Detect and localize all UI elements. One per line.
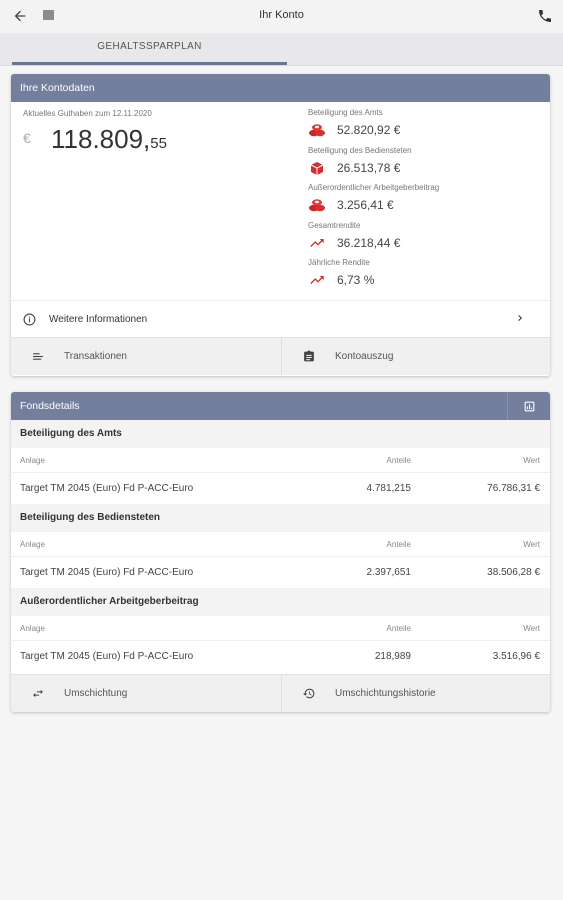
switch-history-button[interactable]: Umschichtungshistorie xyxy=(281,675,550,712)
stat-label: Beteiligung des Bediensteten xyxy=(308,145,412,155)
list-icon xyxy=(33,353,43,360)
tab-bar: GEHALTSSPARPLAN xyxy=(0,33,563,66)
chart-button[interactable] xyxy=(507,392,550,420)
stat-label: Gesamtrendite xyxy=(308,220,361,230)
stat-value: 52.820,92 € xyxy=(337,123,401,137)
statement-label: Kontoauszug xyxy=(335,351,394,362)
menu-icon[interactable] xyxy=(43,10,54,20)
switch-history-label: Umschichtungshistorie xyxy=(335,688,436,699)
section-title: Außerordentlicher Arbeitgeberbeitrag xyxy=(11,588,550,616)
coin-icon xyxy=(310,161,324,175)
stat-value: 6,73 % xyxy=(337,273,375,287)
col-anteile: Anteile xyxy=(386,624,411,633)
cell-anlage: Target TM 2045 (Euro) Fd P-ACC-Euro xyxy=(20,651,194,662)
trending-up-icon xyxy=(310,276,324,284)
coins-icon xyxy=(309,199,325,212)
col-anlage: Anlage xyxy=(20,540,45,549)
balance-decimal: 55 xyxy=(150,135,167,152)
cell-anlage: Target TM 2045 (Euro) Fd P-ACC-Euro xyxy=(20,483,194,494)
col-anlage: Anlage xyxy=(20,624,45,633)
cell-wert: 76.786,31 € xyxy=(487,483,540,494)
table-row: Target TM 2045 (Euro) Fd P-ACC-Euro 2.39… xyxy=(11,557,550,588)
col-wert: Wert xyxy=(523,456,540,465)
account-card-header: Ihre Kontodaten xyxy=(11,74,550,102)
history-icon xyxy=(303,688,315,699)
col-anteile: Anteile xyxy=(386,456,411,465)
stat-label: Jährliche Rendite xyxy=(308,258,370,267)
trending-up-icon xyxy=(310,238,324,247)
cell-wert: 38.506,28 € xyxy=(487,567,540,578)
col-wert: Wert xyxy=(523,624,540,633)
stat-label: Beteiligung des Amts xyxy=(308,108,383,117)
fund-section-bediensteter: Beteiligung des Bediensteten Anlage Ante… xyxy=(11,504,550,588)
cell-anlage: Target TM 2045 (Euro) Fd P-ACC-Euro xyxy=(20,567,194,578)
fund-details-header: Fondsdetails xyxy=(11,392,550,420)
cell-wert: 3.516,96 € xyxy=(492,651,540,662)
stat-arbeitgeberbeitrag: Außerordentlicher Arbeitgeberbeitrag 3.2… xyxy=(308,181,548,219)
tab-indicator xyxy=(12,62,287,65)
more-info-row[interactable]: Weitere Informationen xyxy=(11,300,550,336)
stat-value: 36.218,44 € xyxy=(337,235,401,250)
stat-label: Außerordentlicher Arbeitgeberbeitrag xyxy=(308,183,440,192)
clipboard-icon xyxy=(304,350,314,362)
stat-value: 3.256,41 € xyxy=(337,198,394,212)
balance-integer: 118.809, xyxy=(51,124,151,154)
stat-jaehrliche-rendite: Jährliche Rendite 6,73 % xyxy=(308,256,548,294)
stat-beteiligung-amt: Beteiligung des Amts 52.820,92 € xyxy=(308,106,548,144)
col-anteile: Anteile xyxy=(386,540,411,549)
more-info-label: Weitere Informationen xyxy=(49,314,148,325)
swap-icon xyxy=(33,689,43,698)
account-action-bar: Transaktionen Kontoauszug xyxy=(11,337,550,376)
tab-gehaltssparplan[interactable]: GEHALTSSPARPLAN xyxy=(97,41,202,52)
account-card: Ihre Kontodaten Aktuelles Guthaben zum 1… xyxy=(11,74,550,376)
col-wert: Wert xyxy=(523,540,540,549)
page-title: Ihr Konto xyxy=(259,9,304,21)
coins-icon xyxy=(309,124,325,137)
chart-icon xyxy=(524,401,535,412)
balance-label: Aktuelles Guthaben zum 12.11.2020 xyxy=(23,109,152,118)
stat-gesamtrendite: Gesamtrendite 36.218,44 € xyxy=(308,219,548,257)
account-stats: Beteiligung des Amts 52.820,92 € Beteili… xyxy=(308,106,548,294)
cell-anteile: 218,989 xyxy=(374,651,411,662)
cell-anteile: 2.397,651 xyxy=(366,567,412,578)
column-headers: Anlage Anteile Wert xyxy=(11,616,550,641)
statement-button[interactable]: Kontoauszug xyxy=(281,338,550,376)
column-headers: Anlage Anteile Wert xyxy=(11,448,550,473)
transactions-label: Transaktionen xyxy=(64,351,127,362)
balance-amount: 118.809,55 xyxy=(51,124,167,155)
balance-currency: € xyxy=(23,130,31,146)
info-icon xyxy=(23,313,36,326)
chevron-right-icon xyxy=(518,315,522,321)
stat-value: 26.513,78 € xyxy=(337,160,401,175)
table-row: Target TM 2045 (Euro) Fd P-ACC-Euro 218,… xyxy=(11,641,550,672)
app-bar: Ihr Konto xyxy=(0,0,563,33)
transactions-button[interactable]: Transaktionen xyxy=(11,338,280,376)
fund-details-card: Fondsdetails Beteiligung des Amts Anlage… xyxy=(11,392,550,712)
stat-beteiligung-bediensteter: Beteiligung des Bediensteten 26.513,78 € xyxy=(308,144,548,182)
cell-anteile: 4.781,215 xyxy=(366,483,412,494)
fund-action-bar: Umschichtung Umschichtungshistorie xyxy=(11,674,550,712)
fund-details-title: Fondsdetails xyxy=(20,400,80,412)
phone-icon[interactable] xyxy=(537,8,553,24)
switch-label: Umschichtung xyxy=(64,688,128,699)
section-title: Beteiligung des Bediensteten xyxy=(11,504,550,532)
fund-section-arbeitgeberbeitrag: Außerordentlicher Arbeitgeberbeitrag Anl… xyxy=(11,588,550,672)
switch-button[interactable]: Umschichtung xyxy=(11,675,280,712)
section-title: Beteiligung des Amts xyxy=(11,420,550,448)
arrow-left-icon[interactable] xyxy=(12,8,28,24)
column-headers: Anlage Anteile Wert xyxy=(11,532,550,557)
col-anlage: Anlage xyxy=(20,456,45,465)
table-row: Target TM 2045 (Euro) Fd P-ACC-Euro 4.78… xyxy=(11,473,550,504)
fund-section-amt: Beteiligung des Amts Anlage Anteile Wert… xyxy=(11,420,550,504)
